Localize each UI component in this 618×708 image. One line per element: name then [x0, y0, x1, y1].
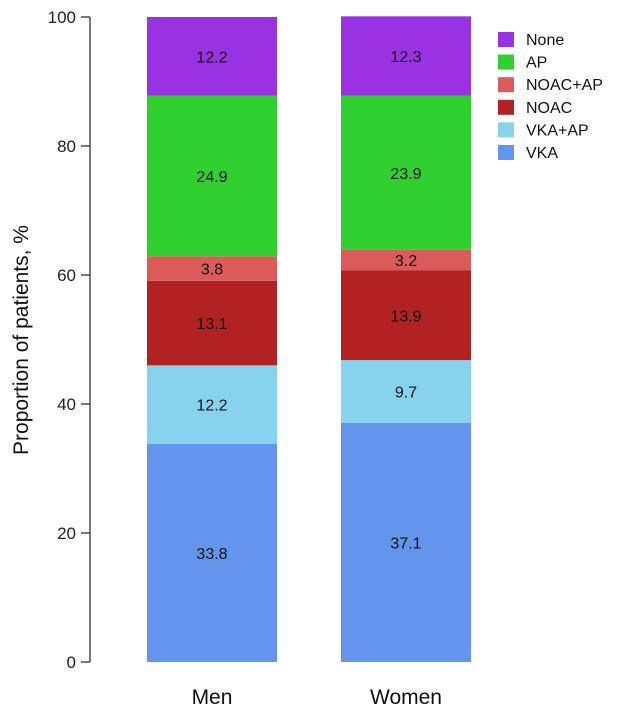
legend-swatch — [498, 99, 514, 115]
bars: 33.8 12.2 13.1 3.8 24.9 12.2 37.1 9.7 13.9 3.2 23.… — [147, 16, 471, 662]
legend-label: AP — [526, 55, 547, 72]
legend-label: None — [526, 32, 564, 49]
y-tick-label: 60 — [57, 266, 76, 285]
x-category-label: Women — [370, 686, 442, 708]
x-axis-labels: Men Women — [192, 686, 442, 708]
bar-segment-label: 12.3 — [390, 49, 421, 66]
legend-swatch — [498, 32, 514, 47]
bar-segment-label: 23.9 — [390, 166, 421, 183]
y-axis-title: Proportion of patients, % — [10, 225, 33, 455]
legend-label: VKA — [526, 145, 558, 162]
bar-segment-label: 12.2 — [196, 398, 227, 415]
legend-item: None — [498, 32, 564, 49]
y-tick-label: 20 — [57, 524, 76, 543]
bar-segment-label: 13.1 — [196, 316, 227, 333]
legend-label: NOAC — [526, 100, 572, 117]
bar-segment-label: 24.9 — [196, 169, 227, 186]
bar-segment — [147, 256, 277, 281]
y-tick-label: 80 — [57, 137, 76, 156]
y-tick-label: 0 — [67, 653, 76, 672]
bar-segment — [147, 280, 277, 366]
legend-item: NOAC+AP — [498, 77, 603, 94]
legend: None AP NOAC+AP NOAC VKA+AP VKA — [498, 32, 603, 162]
y-axis: 0 20 40 60 80 100 — [48, 8, 91, 672]
legend-swatch — [498, 77, 514, 93]
y-tick-label: 40 — [57, 395, 76, 414]
bar-segment-label: 33.8 — [196, 546, 227, 563]
legend-label: NOAC+AP — [526, 77, 603, 94]
bar-segment — [147, 95, 277, 257]
y-tick-label: 100 — [48, 8, 76, 27]
bar-segment — [341, 16, 471, 96]
bar-stack-women: 37.1 9.7 13.9 3.2 23.9 12.3 — [341, 16, 471, 662]
legend-label: VKA+AP — [526, 122, 589, 139]
bar-segment-label: 12.2 — [196, 49, 227, 66]
bar-segment — [147, 17, 277, 96]
legend-item: VKA — [498, 145, 558, 162]
bar-segment — [341, 270, 471, 361]
legend-swatch — [498, 145, 514, 160]
bar-segment-label: 9.7 — [395, 384, 417, 401]
bar-segment-label: 3.8 — [201, 262, 223, 279]
bar-segment-label: 3.2 — [395, 253, 417, 270]
bar-segment — [341, 249, 471, 271]
bar-segment — [341, 360, 471, 423]
legend-swatch — [498, 54, 514, 70]
legend-item: VKA+AP — [498, 122, 589, 139]
legend-item: AP — [498, 54, 547, 72]
bar-segment — [341, 95, 471, 250]
legend-item: NOAC — [498, 99, 572, 117]
bar-segment — [147, 443, 277, 662]
bar-stack-men: 33.8 12.2 13.1 3.8 24.9 12.2 — [147, 17, 277, 662]
x-category-label: Men — [192, 686, 233, 708]
bar-segment-label: 13.9 — [390, 308, 421, 325]
bar-segment — [147, 365, 277, 444]
legend-swatch — [498, 122, 514, 138]
bar-segment-label: 37.1 — [390, 535, 421, 552]
bar-segment — [341, 422, 471, 662]
